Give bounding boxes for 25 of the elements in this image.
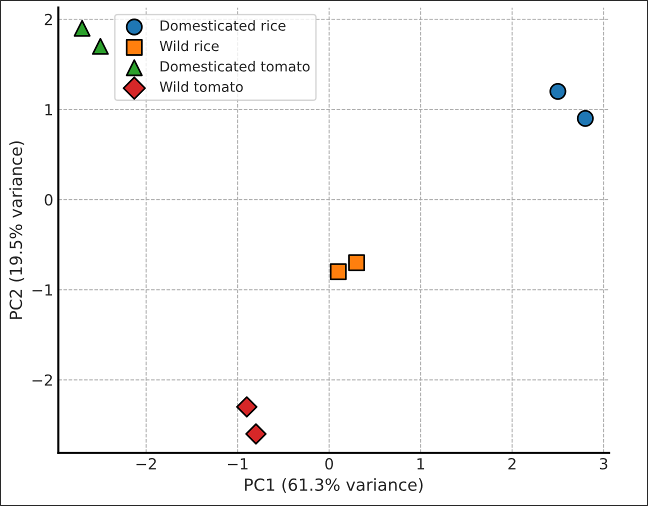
point — [92, 38, 109, 55]
legend-label: Wild tomato — [160, 81, 243, 92]
y-tick-label: 2 — [44, 14, 52, 26]
x-tick-label: −1 — [228, 458, 248, 470]
y-tick-label: 1 — [45, 104, 52, 116]
legend-label: Domesticated tomato — [160, 60, 310, 72]
x-tick-label: 2 — [508, 458, 516, 470]
y-axis-title: PC2 (19.5% variance) — [9, 141, 24, 319]
x-tick-label: −2 — [136, 458, 156, 470]
y-tick-label: −1 — [32, 284, 52, 296]
y-tick-label: 0 — [44, 194, 52, 206]
point — [549, 82, 566, 100]
legend-label: Wild rice — [160, 40, 219, 52]
x-tick-label: 1 — [417, 458, 424, 470]
point — [236, 396, 258, 418]
point — [245, 423, 267, 445]
point — [348, 254, 366, 272]
point — [576, 110, 594, 127]
legend-label: Domesticated rice — [160, 20, 286, 31]
x-tick-label: 3 — [600, 458, 608, 470]
x-axis-title: PC1 (61.3% variance) — [245, 478, 423, 493]
point — [330, 263, 347, 280]
y-tick-label: −2 — [32, 374, 52, 386]
point — [74, 20, 91, 37]
x-tick-label: 0 — [325, 458, 333, 470]
